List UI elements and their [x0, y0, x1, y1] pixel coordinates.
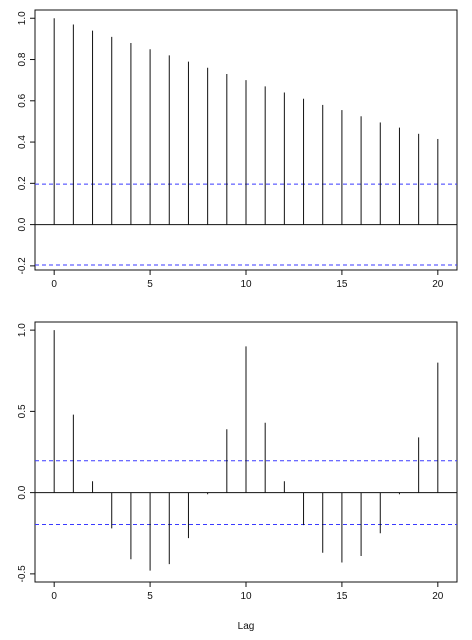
y-tick-label: 0.0 [17, 485, 28, 499]
y-tick-label: -0.2 [17, 257, 28, 275]
x-tick-label: 5 [147, 591, 153, 602]
y-tick-label: 0.4 [17, 135, 28, 149]
acf-bottom-panel: 0 5 10 15 20 -0.5 0.0 0.5 1.0 [17, 321, 458, 602]
y-tick-label: 0.5 [17, 404, 28, 418]
x-axis-label: Lag [238, 621, 255, 632]
x-tick-label: 5 [147, 279, 153, 290]
x-tick-label: 20 [432, 279, 444, 290]
x-tick-label: 0 [51, 591, 57, 602]
y-tick-label: 0.0 [17, 217, 28, 231]
x-tick-label: 20 [432, 591, 444, 602]
y-tick-label: 1.0 [17, 11, 28, 25]
y-tick-label: 0.2 [17, 176, 28, 190]
x-tick-label: 10 [240, 279, 252, 290]
x-tick-label: 10 [240, 591, 252, 602]
x-tick-label: 15 [336, 591, 348, 602]
acf-top-panel: 0 5 10 15 20 -0.2 0.0 0.2 0.4 0.6 0.8 1.0 [17, 9, 458, 290]
y-tick-label: -0.5 [17, 565, 28, 583]
x-tick-label: 0 [51, 279, 57, 290]
y-tick-label: 0.8 [17, 52, 28, 66]
x-tick-label: 15 [336, 279, 348, 290]
y-tick-label: 1.0 [17, 323, 28, 337]
y-tick-label: 0.6 [17, 93, 28, 107]
